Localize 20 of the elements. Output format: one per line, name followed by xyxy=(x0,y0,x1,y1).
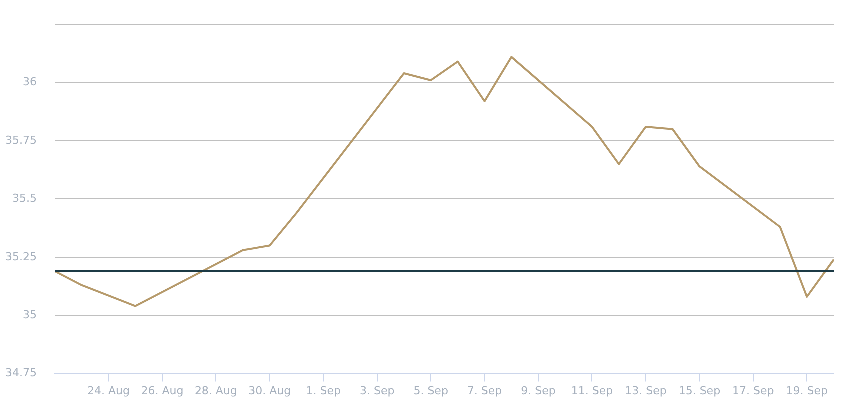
y-tick-label: 35.5 xyxy=(12,192,37,206)
x-tick-label: 1. Sep xyxy=(306,384,341,398)
x-tick-label: 30. Aug xyxy=(248,384,292,398)
x-tick-label: 26. Aug xyxy=(141,384,184,398)
x-tick-label: 5. Sep xyxy=(414,384,448,398)
x-tick-label: 9. Sep xyxy=(521,384,556,398)
x-tick-label: 13. Sep xyxy=(625,384,667,398)
x-tick-label: 24. Aug xyxy=(87,384,130,398)
y-tick-label: 35.75 xyxy=(6,134,37,147)
x-tick-label: 15. Sep xyxy=(678,384,721,398)
x-tick-label: 28. Aug xyxy=(194,384,238,398)
y-tick-label: 35.25 xyxy=(6,250,37,264)
x-tick-label: 19. Sep xyxy=(786,384,828,398)
y-tick-label: 34.75 xyxy=(6,366,37,380)
y-tick-label: 36 xyxy=(23,76,37,89)
y-tick-label: 35 xyxy=(23,308,37,322)
x-tick-label: 3. Sep xyxy=(360,384,395,398)
x-tick-label: 17. Sep xyxy=(732,384,774,398)
x-tick-label: 11. Sep xyxy=(571,384,614,398)
x-tick-label: 7. Sep xyxy=(467,384,502,398)
